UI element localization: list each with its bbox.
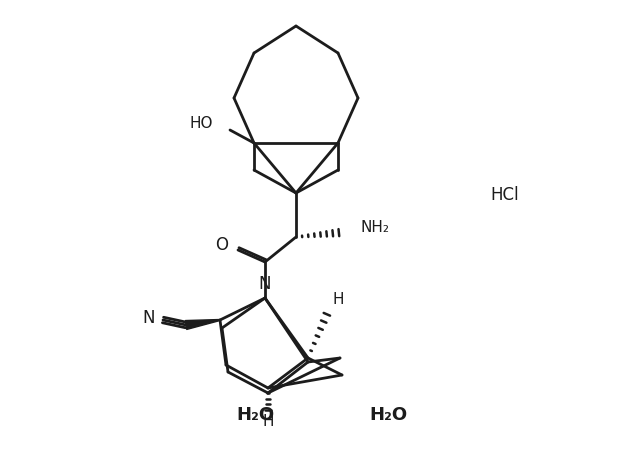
Text: H₂O: H₂O xyxy=(236,406,274,424)
Text: N: N xyxy=(259,275,271,293)
Text: H: H xyxy=(332,292,344,307)
Text: N: N xyxy=(143,309,155,327)
Text: HCl: HCl xyxy=(490,186,518,204)
Text: HO: HO xyxy=(189,116,213,131)
Text: NH₂: NH₂ xyxy=(360,219,389,235)
Text: H₂O: H₂O xyxy=(369,406,407,424)
Text: H: H xyxy=(262,415,274,430)
Polygon shape xyxy=(186,320,220,329)
Text: O: O xyxy=(215,236,228,254)
